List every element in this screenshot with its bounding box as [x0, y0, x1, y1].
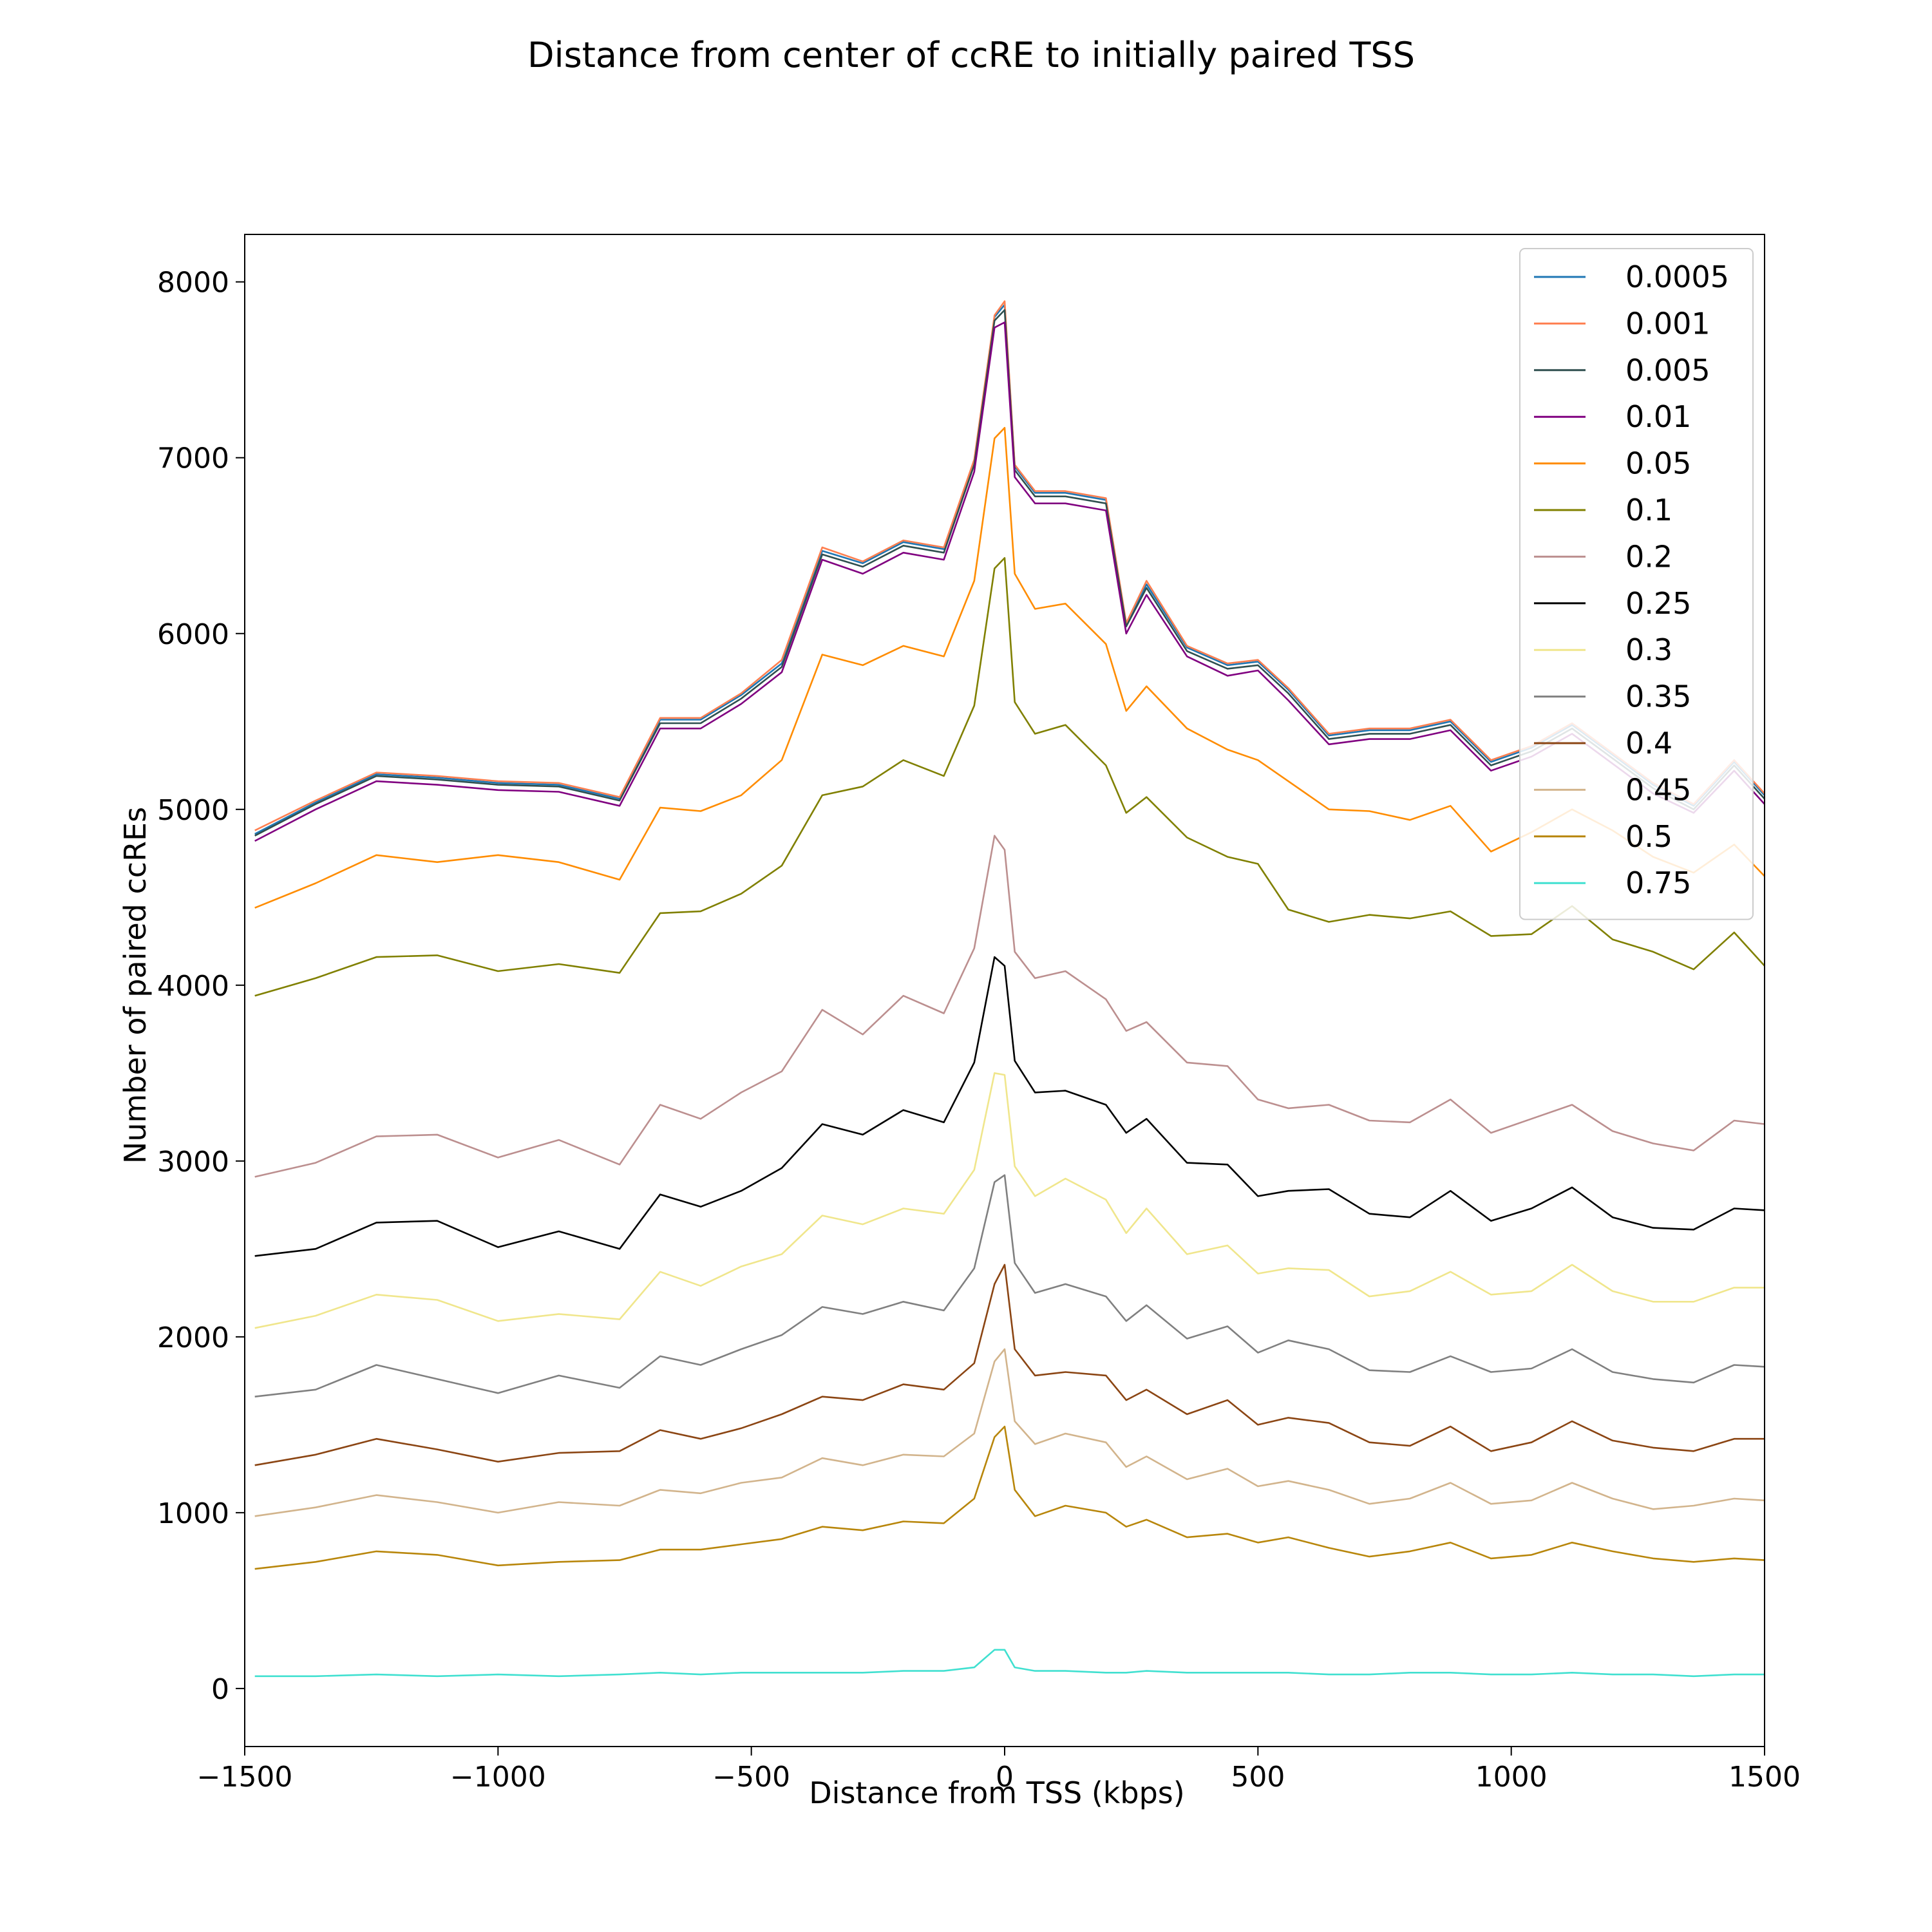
y-tick-label: 5000	[157, 794, 229, 827]
series-line-0.4	[254, 1264, 1765, 1466]
legend-label: 0.3	[1625, 632, 1672, 667]
legend-label: 0.5	[1625, 819, 1672, 854]
series-line-0.25	[254, 956, 1765, 1257]
y-tick-label: 4000	[157, 970, 229, 1003]
legend-label: 0.001	[1625, 306, 1710, 341]
y-tick-label: 2000	[157, 1321, 229, 1354]
y-tick-label: 3000	[157, 1146, 229, 1179]
x-tick-label: 0	[996, 1761, 1014, 1794]
series-line-0.05	[254, 426, 1765, 909]
series-line-0.5	[254, 1425, 1765, 1570]
series-layer	[254, 300, 1765, 1678]
y-tick-label: 1000	[157, 1497, 229, 1530]
x-tick-label: −500	[712, 1761, 790, 1794]
y-axis-label: Number of paired ccREs	[118, 807, 153, 1164]
x-tick-label: 500	[1231, 1761, 1285, 1794]
legend-label: 0.05	[1625, 446, 1691, 481]
series-line-0.75	[254, 1649, 1765, 1678]
series-line-0.3	[254, 1072, 1765, 1329]
x-tick-label: −1500	[197, 1761, 293, 1794]
legend-label: 0.01	[1625, 399, 1691, 434]
y-tick-label: 8000	[157, 267, 229, 299]
series-line-0.01	[254, 321, 1765, 842]
y-tick-label: 6000	[157, 618, 229, 651]
series-line-0.45	[254, 1348, 1765, 1517]
series-line-0.1	[254, 557, 1765, 997]
legend-label: 0.45	[1625, 772, 1691, 807]
legend-label: 0.2	[1625, 539, 1672, 574]
x-axis: −1500 −1000 −500 0 500 1000 1500	[197, 1747, 1801, 1794]
x-tick-label: −1000	[450, 1761, 546, 1794]
legend-label: 0.4	[1625, 726, 1672, 761]
x-tick-label: 1000	[1475, 1761, 1548, 1794]
legend-label: 0.005	[1625, 353, 1710, 388]
y-tick-label: 0	[211, 1673, 229, 1706]
series-line-0.001	[254, 300, 1765, 831]
legend-label: 0.25	[1625, 586, 1691, 621]
y-axis: 0 1000 2000 3000 4000 5000 6000 7000 8000	[157, 267, 245, 1706]
series-line-0.35	[254, 1174, 1765, 1397]
legend-label: 0.35	[1625, 679, 1691, 714]
series-line-0.005	[254, 309, 1765, 837]
legend-label: 0.0005	[1625, 260, 1729, 294]
chart-title: Distance from center of ccRE to initiall…	[527, 35, 1415, 75]
y-tick-label: 7000	[157, 442, 229, 475]
legend: 0.0005 0.001 0.005 0.01 0.05 0.1 0.2 0.25 0.3 0.3…	[1519, 248, 1754, 920]
x-tick-label: 1500	[1728, 1761, 1801, 1794]
legend-label: 0.1	[1625, 493, 1672, 527]
legend-label: 0.75	[1625, 866, 1691, 900]
series-line-0.2	[254, 835, 1765, 1178]
x-axis-label: Distance from TSS (kbps)	[809, 1776, 1184, 1810]
